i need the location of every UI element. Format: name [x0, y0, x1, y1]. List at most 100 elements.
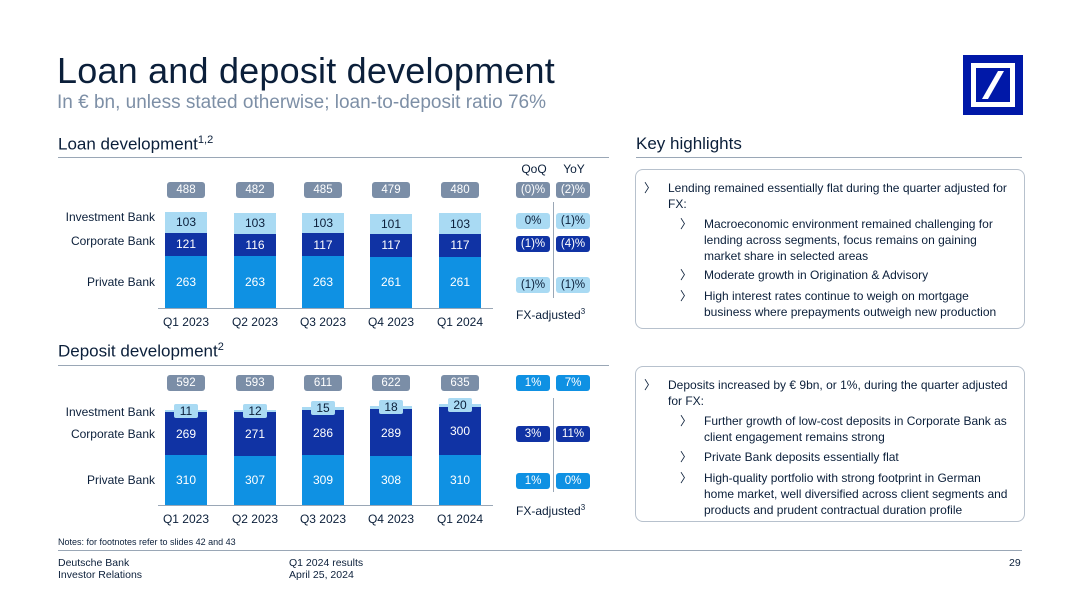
bar-segment-corporate-bank: 117 — [302, 233, 344, 257]
footnote: Notes: for footnotes refer to slides 42 … — [58, 537, 236, 547]
chevron-right-icon: 〉 — [680, 289, 693, 303]
bar-total-label: 480 — [441, 182, 479, 198]
deposit-yoy-pb: 0% — [556, 473, 590, 489]
bar-segment-investment-bank: 103 — [234, 213, 276, 234]
x-axis-tick-label: Q1 2024 — [436, 315, 484, 329]
deposit-change-divider — [553, 398, 554, 492]
bar-segment-private-bank: 263 — [302, 256, 344, 308]
bar-total-label: 635 — [441, 375, 479, 391]
loan-qoq-ib: 0% — [516, 213, 550, 229]
bar-total-label: 611 — [304, 375, 342, 391]
bar-segment-private-bank: 261 — [439, 256, 481, 308]
x-axis-tick-label: Q2 2023 — [231, 315, 279, 329]
bar-total-label: 592 — [167, 375, 205, 391]
bar-segment-corporate-bank: 121 — [165, 232, 207, 257]
bar-segment-private-bank: 310 — [165, 455, 207, 505]
deutsche-bank-logo — [963, 55, 1023, 115]
highlights-rule — [636, 157, 1022, 158]
deposit-qoq-cb: 3% — [516, 426, 550, 442]
x-axis-tick-label: Q2 2023 — [231, 512, 279, 526]
deposit-label-corporate-bank: Corporate Bank — [70, 427, 155, 441]
footer-page-number: 29 — [1009, 557, 1021, 569]
bar-segment-private-bank: 307 — [234, 455, 276, 505]
highlights-box-deposits: 〉 Deposits increased by € 9bn, or 1%, du… — [635, 366, 1025, 522]
x-axis-tick-label: Q1 2023 — [162, 315, 210, 329]
footer-rule — [58, 550, 1022, 551]
bar-total-label: 622 — [372, 375, 410, 391]
bar-segment-corporate-bank: 271 — [234, 412, 276, 456]
chevron-right-icon: 〉 — [680, 450, 693, 464]
footer-company: Deutsche Bank — [58, 557, 130, 569]
x-axis-tick-label: Q3 2023 — [299, 512, 347, 526]
loan-fx-adjusted: FX-adjusted3 — [516, 307, 586, 322]
chevron-right-icon: 〉 — [680, 268, 693, 282]
chevron-right-icon: 〉 — [644, 181, 657, 195]
x-axis-tick-label: Q3 2023 — [299, 315, 347, 329]
highlights-box-loans: 〉 Lending remained essentially flat duri… — [635, 169, 1025, 329]
loan-section-rule — [58, 157, 609, 158]
loan-yoy-cb: (4)% — [556, 236, 590, 252]
chevron-right-icon: 〉 — [680, 471, 693, 485]
bar-segment-corporate-bank: 116 — [234, 233, 276, 257]
loan-yoy-ib: (1)% — [556, 213, 590, 229]
bar-segment-private-bank: 261 — [370, 256, 412, 308]
bar-segment-private-bank: 310 — [439, 455, 481, 505]
bar-segment-private-bank: 263 — [165, 256, 207, 308]
loan-qoq-cb: (1)% — [516, 236, 550, 252]
deposit-label-investment-bank: Investment Bank — [65, 405, 155, 419]
deposit-qoq-pb: 1% — [516, 473, 550, 489]
bar-total-label: 593 — [236, 375, 274, 391]
x-axis-tick-label: Q1 2023 — [162, 512, 210, 526]
page-title: Loan and deposit development — [57, 50, 555, 91]
highlights-title: Key highlights — [636, 134, 742, 153]
loan-label-corporate-bank: Corporate Bank — [70, 234, 155, 248]
qoq-header: QoQ — [521, 162, 547, 176]
bar-segment-private-bank: 308 — [370, 455, 412, 505]
bar-segment-investment-bank: 101 — [370, 213, 412, 234]
x-axis-line — [158, 308, 493, 309]
x-axis-tick-label: Q4 2023 — [367, 512, 415, 526]
bar-segment-investment-bank: 103 — [439, 213, 481, 234]
loan-qoq-pb: (1)% — [516, 277, 550, 293]
deposit-label-private-bank: Private Bank — [86, 473, 155, 487]
bar-total-label: 485 — [304, 182, 342, 198]
footer-doc: Q1 2024 results — [289, 557, 364, 569]
bar-segment-private-bank: 309 — [302, 455, 344, 505]
page-subtitle: In € bn, unless stated otherwise; loan-t… — [57, 92, 547, 113]
yoy-header: YoY — [563, 162, 585, 176]
bar-segment-corporate-bank: 269 — [165, 412, 207, 456]
deposit-yoy-total: 7% — [556, 375, 590, 391]
deposit-section-title: Deposit development2 — [58, 341, 224, 361]
bar-label-investment-bank: 18 — [379, 400, 403, 415]
chevron-right-icon: 〉 — [680, 414, 693, 428]
deposit-section-rule — [58, 365, 609, 366]
bar-label-investment-bank: 11 — [174, 404, 198, 419]
bar-total-label: 479 — [372, 182, 410, 198]
bar-segment-investment-bank: 103 — [165, 212, 207, 233]
bar-segment-corporate-bank: 117 — [370, 233, 412, 257]
loan-label-private-bank: Private Bank — [86, 275, 155, 289]
footer-date: April 25, 2024 — [289, 569, 354, 581]
bar-segment-private-bank: 263 — [234, 256, 276, 308]
loan-yoy-total: (2)% — [556, 182, 590, 198]
loan-label-investment-bank: Investment Bank — [65, 210, 155, 224]
bar-segment-investment-bank: 103 — [302, 213, 344, 234]
deposit-fx-adjusted: FX-adjusted3 — [516, 503, 586, 518]
bar-label-investment-bank: 12 — [243, 404, 267, 419]
bar-segment-corporate-bank: 289 — [370, 409, 412, 456]
chevron-right-icon: 〉 — [644, 378, 657, 392]
deposit-yoy-cb: 11% — [556, 426, 590, 442]
bar-segment-corporate-bank: 286 — [302, 409, 344, 456]
bar-total-label: 488 — [167, 182, 205, 198]
bar-label-investment-bank: 20 — [448, 398, 472, 413]
loan-yoy-pb: (1)% — [556, 277, 590, 293]
bar-segment-corporate-bank: 300 — [439, 407, 481, 456]
loan-change-divider — [553, 202, 554, 298]
deposit-qoq-total: 1% — [516, 375, 550, 391]
bar-total-label: 482 — [236, 182, 274, 198]
x-axis-line — [158, 505, 493, 506]
x-axis-tick-label: Q4 2023 — [367, 315, 415, 329]
loan-qoq-total: (0)% — [516, 182, 550, 198]
bar-label-investment-bank: 15 — [311, 401, 335, 416]
chevron-right-icon: 〉 — [680, 217, 693, 231]
